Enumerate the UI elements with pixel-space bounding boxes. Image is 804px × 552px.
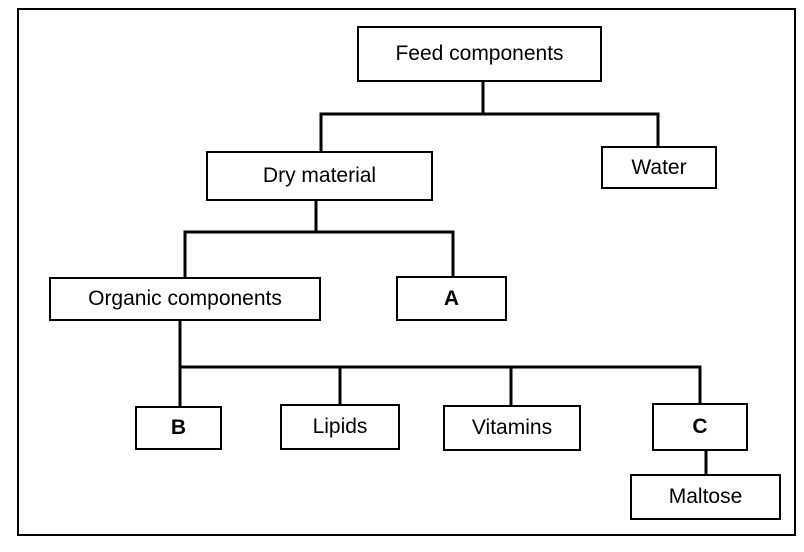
node-water: Water xyxy=(601,146,717,189)
node-dry-material: Dry material xyxy=(206,151,433,201)
node-lipids: Lipids xyxy=(280,404,400,450)
node-c: C xyxy=(652,403,748,451)
node-organic-components: Organic components xyxy=(49,277,321,321)
node-maltose: Maltose xyxy=(630,474,781,520)
node-feed-components: Feed components xyxy=(357,26,602,82)
node-a: A xyxy=(396,276,507,321)
node-b: B xyxy=(135,406,222,450)
diagram-frame xyxy=(17,8,796,536)
node-vitamins: Vitamins xyxy=(443,405,581,451)
